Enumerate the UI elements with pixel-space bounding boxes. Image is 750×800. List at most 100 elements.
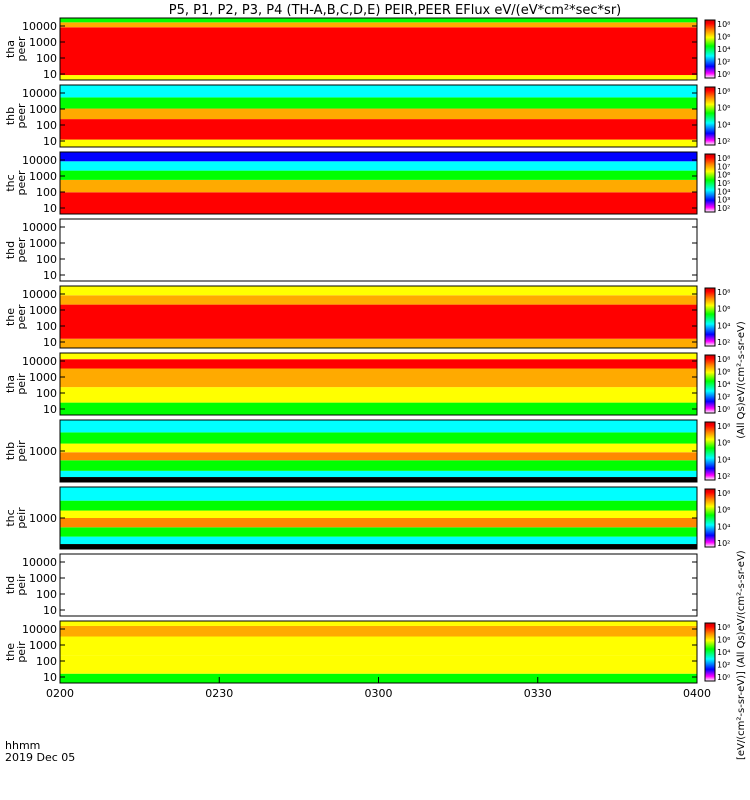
colorbar-tick-label: 10⁴ — [717, 45, 730, 54]
colorbar-tick-label: 10² — [717, 539, 730, 548]
spectrogram-band — [60, 18, 697, 23]
spectrogram-band — [60, 518, 697, 528]
spectrogram-band — [60, 625, 697, 637]
spectrogram-band — [60, 368, 697, 388]
colorbar — [704, 19, 716, 79]
y-axis-label: peer — [15, 36, 28, 62]
spectrogram-band — [60, 636, 697, 656]
spectrogram-band — [60, 108, 697, 120]
spectrogram-band — [60, 536, 697, 545]
panel-frame — [59, 218, 698, 282]
colorbar-tick-label: 10⁸ — [717, 422, 730, 431]
colorbar-tick-label: 10⁰ — [717, 673, 730, 682]
colorbar-side-label-bottom: [eV/(cm²-s-sr-eV)] (All Qs)eV/(cm²-s-sr-… — [736, 550, 747, 760]
y-tick-label: 10 — [43, 336, 57, 349]
y-tick-label: 1000 — [29, 445, 57, 458]
y-tick-label: 10 — [43, 135, 57, 148]
spectrogram-band — [60, 527, 697, 537]
spectrogram-band — [60, 22, 697, 28]
colorbar-tick-label: 10² — [717, 393, 730, 402]
panel-frame — [59, 17, 698, 81]
spectrogram-band — [60, 170, 697, 180]
colorbar-tick-label: 10² — [717, 58, 730, 67]
y-tick-label: 1000 — [29, 103, 57, 116]
colorbar-tick-label: 10⁸ — [717, 87, 730, 96]
y-tick-label: 100 — [36, 655, 57, 668]
y-tick-label: 10000 — [22, 154, 57, 167]
spectrogram-band — [60, 139, 697, 147]
y-axis-label: peer — [15, 170, 28, 196]
panel-background — [60, 219, 697, 281]
colorbar — [704, 488, 716, 548]
spectrogram-band — [60, 152, 697, 162]
y-tick-label: 10000 — [22, 221, 57, 234]
x-tick-label: 0330 — [524, 687, 552, 700]
spectrogram-band — [60, 402, 697, 415]
spectrogram-band — [60, 286, 697, 296]
time-label: hhmm — [5, 739, 40, 752]
y-axis-label: peir — [15, 641, 28, 663]
colorbar-tick-label: 10⁴ — [717, 321, 730, 330]
y-axis-label: thc — [4, 174, 17, 191]
colorbar-tick-label: 10³ — [717, 196, 730, 205]
colorbar-tick-label: 10⁴ — [717, 648, 730, 657]
x-tick-label: 0230 — [205, 687, 233, 700]
colorbar-tick-label: 10² — [717, 338, 730, 347]
spectrogram-band — [60, 27, 697, 76]
spectrogram-band — [60, 544, 697, 549]
colorbar-tick-label: 10⁶ — [717, 636, 730, 645]
y-axis-label: the — [4, 308, 17, 326]
figure-title: P5, P1, P2, P3, P4 (TH-A,B,C,D,E) PEIR,P… — [169, 3, 622, 18]
y-axis-label: the — [4, 643, 17, 661]
colorbar-tick-label: 10⁸ — [717, 20, 730, 29]
y-axis-label: peir — [15, 574, 28, 596]
colorbar — [704, 354, 716, 414]
y-tick-label: 1000 — [29, 639, 57, 652]
spectrogram-band — [60, 192, 697, 214]
y-axis-label: thb — [4, 107, 17, 125]
y-tick-label: 100 — [36, 253, 57, 266]
colorbar-tick-label: 10⁴ — [717, 522, 730, 531]
x-tick-label: 0300 — [365, 687, 393, 700]
y-tick-label: 10 — [43, 202, 57, 215]
y-tick-label: 10 — [43, 269, 57, 282]
colorbar-tick-label: 10⁶ — [717, 368, 730, 377]
y-axis-label: thd — [4, 241, 17, 259]
y-tick-label: 1000 — [29, 36, 57, 49]
colorbar-tick-label: 10⁸ — [717, 154, 730, 163]
spectrogram-band — [60, 338, 697, 348]
y-tick-label: 100 — [36, 320, 57, 333]
spectrogram-band — [60, 460, 697, 471]
spectrogram-band — [60, 85, 697, 98]
colorbar-tick-label: 10⁰ — [717, 70, 730, 79]
spectrogram-band — [60, 470, 697, 478]
colorbar-tick-label: 10² — [717, 472, 730, 481]
y-axis-label: peir — [15, 507, 28, 529]
colorbar — [704, 622, 716, 682]
x-tick-label: 0200 — [46, 687, 74, 700]
y-tick-label: 10 — [43, 604, 57, 617]
colorbar-tick-label: 10⁸ — [717, 288, 730, 297]
colorbar-tick-label: 10⁶ — [717, 439, 730, 448]
y-axis-label: peir — [15, 440, 28, 462]
y-tick-label: 10 — [43, 68, 57, 81]
colorbar-tick-label: 10⁴ — [717, 187, 730, 196]
y-axis-label: peer — [15, 103, 28, 129]
date-label: 2019 Dec 05 — [5, 751, 75, 764]
y-tick-label: 100 — [36, 588, 57, 601]
colorbar-tick-label: 10⁸ — [717, 489, 730, 498]
colorbar-tick-label: 10⁴ — [717, 380, 730, 389]
colorbar — [704, 421, 716, 481]
y-tick-label: 1000 — [29, 512, 57, 525]
colorbar-tick-label: 10⁴ — [717, 455, 730, 464]
colorbar-tick-label: 10⁶ — [717, 305, 730, 314]
panel-frame — [59, 84, 698, 148]
colorbar-tick-label: 10⁷ — [717, 162, 730, 171]
panel-background — [60, 554, 697, 616]
